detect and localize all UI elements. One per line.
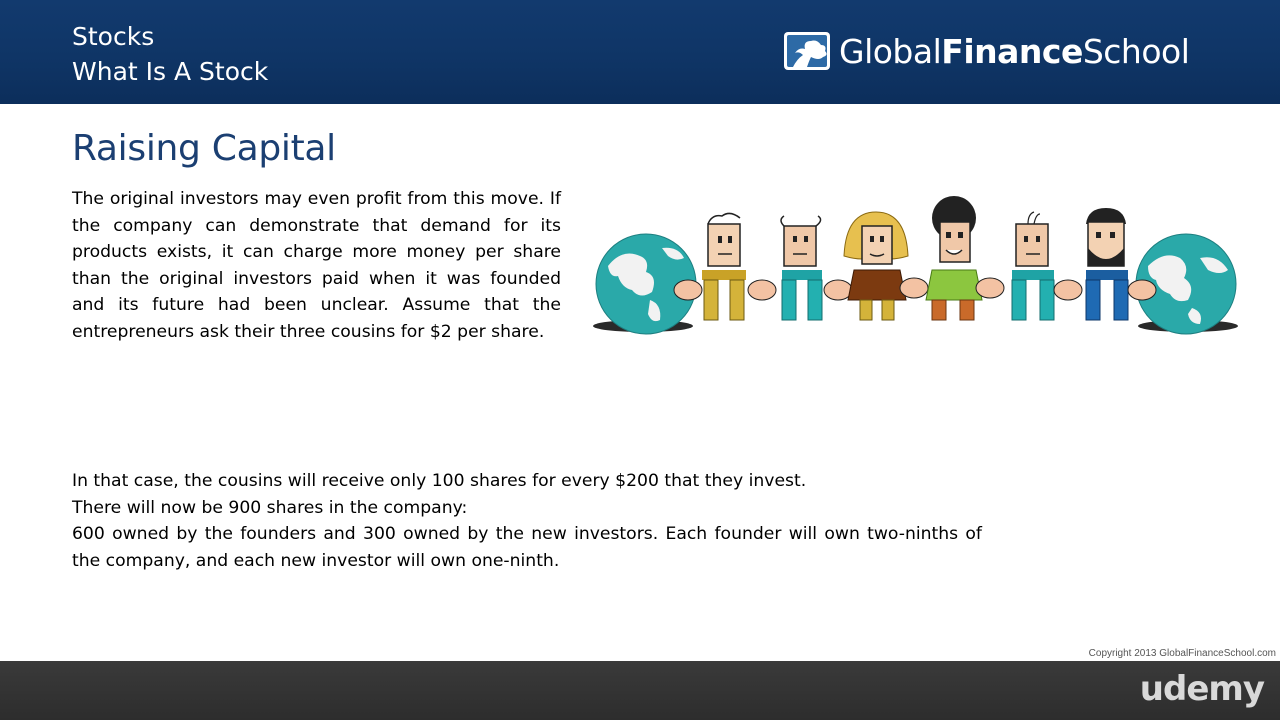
- course-title: Stocks: [72, 22, 155, 51]
- footer-bar: udemy: [0, 661, 1280, 720]
- tree-icon: [784, 32, 830, 70]
- logo-text: GlobalFinanceSchool: [839, 31, 1190, 71]
- body-line-1: In that case, the cousins will receive o…: [72, 471, 807, 491]
- header-bar: Stocks What Is A Stock GlobalFinanceScho…: [0, 0, 1280, 104]
- slide-title: Raising Capital: [72, 128, 336, 169]
- body-line-3: 600 owned by the founders and 300 owned …: [72, 524, 982, 571]
- intro-paragraph: The original investors may even profit f…: [72, 189, 561, 342]
- globes-and-people-icon: [593, 196, 1238, 335]
- lesson-title: What Is A Stock: [72, 57, 269, 86]
- copyright-notice: Copyright 2013 GlobalFinanceSchool.com: [1088, 648, 1276, 659]
- explanation-text: In that case, the cousins will receive o…: [72, 468, 982, 574]
- global-finance-school-logo: GlobalFinanceSchool: [783, 30, 1190, 72]
- udemy-logo: udemy: [1139, 669, 1265, 709]
- header-titles: Stocks What Is A Stock: [72, 19, 268, 89]
- body-line-2: There will now be 900 shares in the comp…: [72, 497, 468, 518]
